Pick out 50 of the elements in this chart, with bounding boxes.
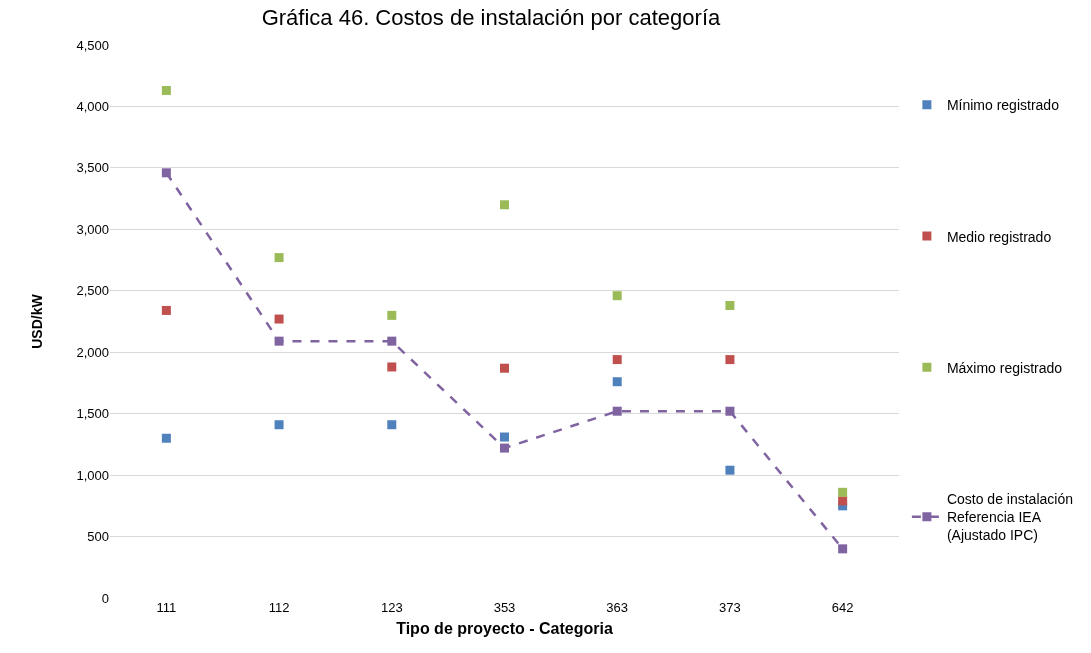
- legend-label: Medio registrado: [946, 228, 1052, 245]
- point: [725, 355, 735, 365]
- point: [612, 291, 622, 301]
- point: [387, 362, 397, 372]
- point: [161, 168, 171, 178]
- y-tick-label: 1,500: [76, 406, 109, 422]
- x-tick-label: 373: [719, 600, 741, 615]
- point: [725, 301, 735, 311]
- point: [161, 85, 171, 95]
- point: [838, 487, 848, 497]
- point: [500, 432, 509, 442]
- point: [612, 377, 622, 387]
- y-tick-label: 500: [87, 529, 109, 545]
- point: [274, 336, 284, 346]
- point: [274, 420, 284, 430]
- x-axis-title: Tipo de proyecto - Categoria: [396, 619, 613, 637]
- point: [725, 465, 735, 475]
- y-tick-label: 3,000: [76, 221, 109, 237]
- x-tick-label: 112: [268, 600, 290, 615]
- point: [161, 305, 171, 315]
- point: [500, 200, 509, 210]
- x-tick-label: 123: [380, 600, 403, 615]
- point: [838, 544, 848, 554]
- y-tick-label: 4,500: [76, 37, 109, 53]
- y-axis-title: USD/kW: [29, 293, 46, 349]
- point: [274, 253, 284, 263]
- x-tick-label: 363: [606, 600, 629, 615]
- x-tick-label: 353: [493, 600, 516, 615]
- point: [387, 336, 397, 346]
- point: [161, 433, 171, 443]
- point: [612, 406, 622, 416]
- y-tick-label: 0: [101, 590, 109, 606]
- chart-title: Gráfica 46. Costos de instalación por categoría: [261, 5, 721, 31]
- y-tick-label: 2,500: [76, 283, 109, 299]
- y-tick-label: 2,000: [76, 344, 109, 360]
- legend-label: Máximo registrado: [946, 359, 1063, 376]
- y-tick-label: 3,500: [76, 160, 109, 176]
- point: [387, 310, 397, 320]
- point: [500, 363, 509, 373]
- x-tick-label: 642: [831, 600, 854, 615]
- x-tick-label: 111: [156, 600, 177, 615]
- point: [500, 443, 509, 453]
- legend-label: Mínimo registrado: [946, 97, 1060, 114]
- point: [387, 420, 397, 430]
- point: [725, 406, 735, 416]
- legend-label: Costo de instalación Referencia IEA (Ajustado IPC): [946, 490, 1073, 544]
- y-tick-label: 4,000: [76, 98, 109, 114]
- point: [612, 355, 622, 365]
- y-tick-label: 1,000: [76, 467, 109, 483]
- point: [274, 314, 284, 324]
